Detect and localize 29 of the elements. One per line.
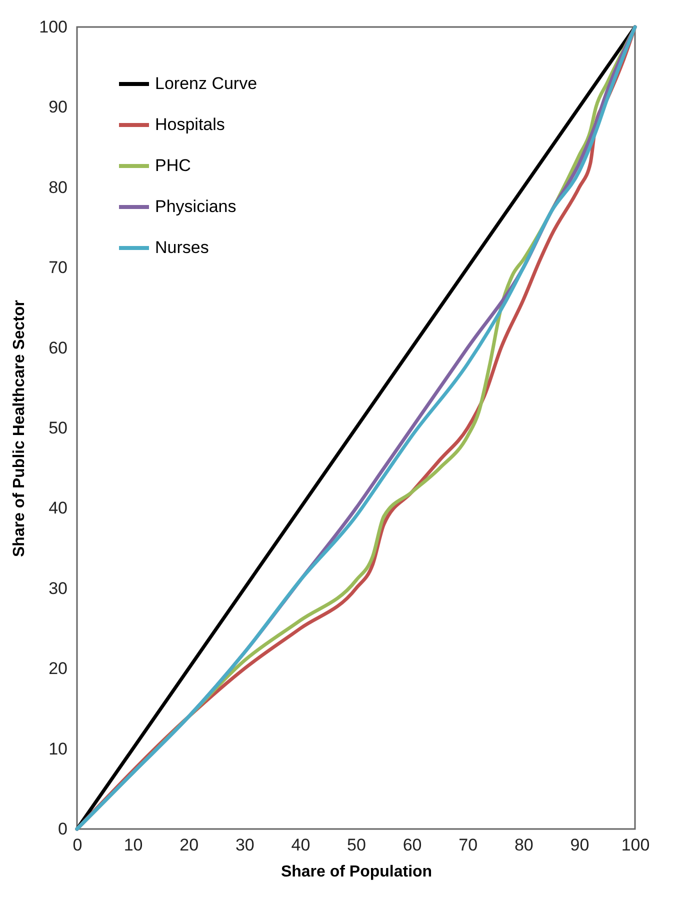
y-tick-label: 60 bbox=[48, 338, 68, 358]
legend-label: PHC bbox=[155, 156, 191, 175]
y-tick-label: 0 bbox=[58, 820, 68, 838]
y-tick-label: 70 bbox=[48, 258, 68, 278]
x-tick-label: 50 bbox=[347, 836, 366, 854]
y-tick-label: 50 bbox=[48, 418, 68, 438]
x-tick-label: 90 bbox=[570, 836, 590, 854]
y-tick-label: 90 bbox=[48, 98, 68, 117]
x-tick-label: 40 bbox=[291, 836, 310, 854]
y-tick-label: 80 bbox=[48, 178, 68, 197]
legend-label: Nurses bbox=[155, 238, 209, 257]
legend-label: Physicians bbox=[155, 197, 236, 216]
y-tick-label: 30 bbox=[48, 578, 68, 598]
x-tick-label: 20 bbox=[180, 836, 199, 854]
y-tick-label: 20 bbox=[48, 659, 68, 678]
legend-label: Hospitals bbox=[155, 115, 225, 134]
x-tick-label: 70 bbox=[458, 836, 478, 854]
x-tick-label: 100 bbox=[621, 836, 650, 854]
y-axis-title: Share of Public Healthcare Sector bbox=[11, 300, 28, 557]
x-tick-label: 80 bbox=[514, 836, 534, 854]
y-tick-label: 10 bbox=[48, 739, 68, 758]
x-tick-label: 60 bbox=[402, 836, 422, 854]
x-tick-label: 10 bbox=[124, 836, 143, 854]
y-tick-label: 100 bbox=[39, 18, 68, 36]
x-axis-title: Share of Population bbox=[280, 864, 432, 880]
x-tick-label: 0 bbox=[72, 836, 82, 854]
x-tick-label: 30 bbox=[235, 836, 254, 854]
legend-label: Lorenz Curve bbox=[155, 74, 258, 93]
y-tick-label: 40 bbox=[48, 498, 68, 518]
